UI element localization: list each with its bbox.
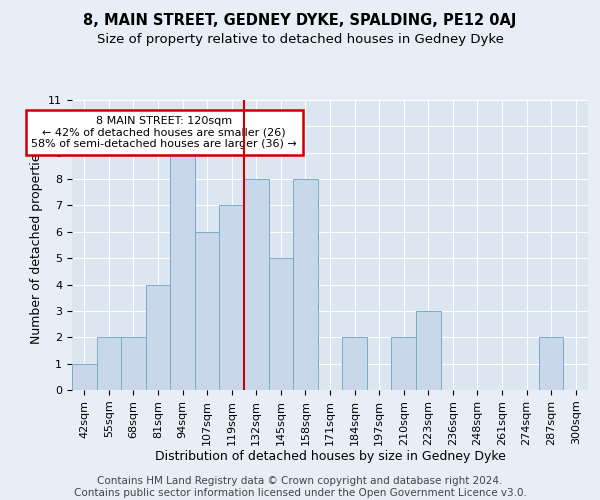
- Text: Contains HM Land Registry data © Crown copyright and database right 2024.
Contai: Contains HM Land Registry data © Crown c…: [74, 476, 526, 498]
- Bar: [416, 311, 440, 390]
- Bar: [72, 364, 97, 390]
- Bar: [293, 179, 318, 390]
- Bar: [244, 179, 269, 390]
- Bar: [539, 338, 563, 390]
- Bar: [146, 284, 170, 390]
- Text: 8 MAIN STREET: 120sqm
← 42% of detached houses are smaller (26)
58% of semi-deta: 8 MAIN STREET: 120sqm ← 42% of detached …: [31, 116, 297, 149]
- Text: Size of property relative to detached houses in Gedney Dyke: Size of property relative to detached ho…: [97, 32, 503, 46]
- X-axis label: Distribution of detached houses by size in Gedney Dyke: Distribution of detached houses by size …: [155, 450, 505, 464]
- Bar: [342, 338, 367, 390]
- Bar: [195, 232, 220, 390]
- Y-axis label: Number of detached properties: Number of detached properties: [30, 146, 43, 344]
- Bar: [170, 152, 195, 390]
- Bar: [391, 338, 416, 390]
- Bar: [97, 338, 121, 390]
- Text: 8, MAIN STREET, GEDNEY DYKE, SPALDING, PE12 0AJ: 8, MAIN STREET, GEDNEY DYKE, SPALDING, P…: [83, 12, 517, 28]
- Bar: [220, 206, 244, 390]
- Bar: [121, 338, 146, 390]
- Bar: [269, 258, 293, 390]
